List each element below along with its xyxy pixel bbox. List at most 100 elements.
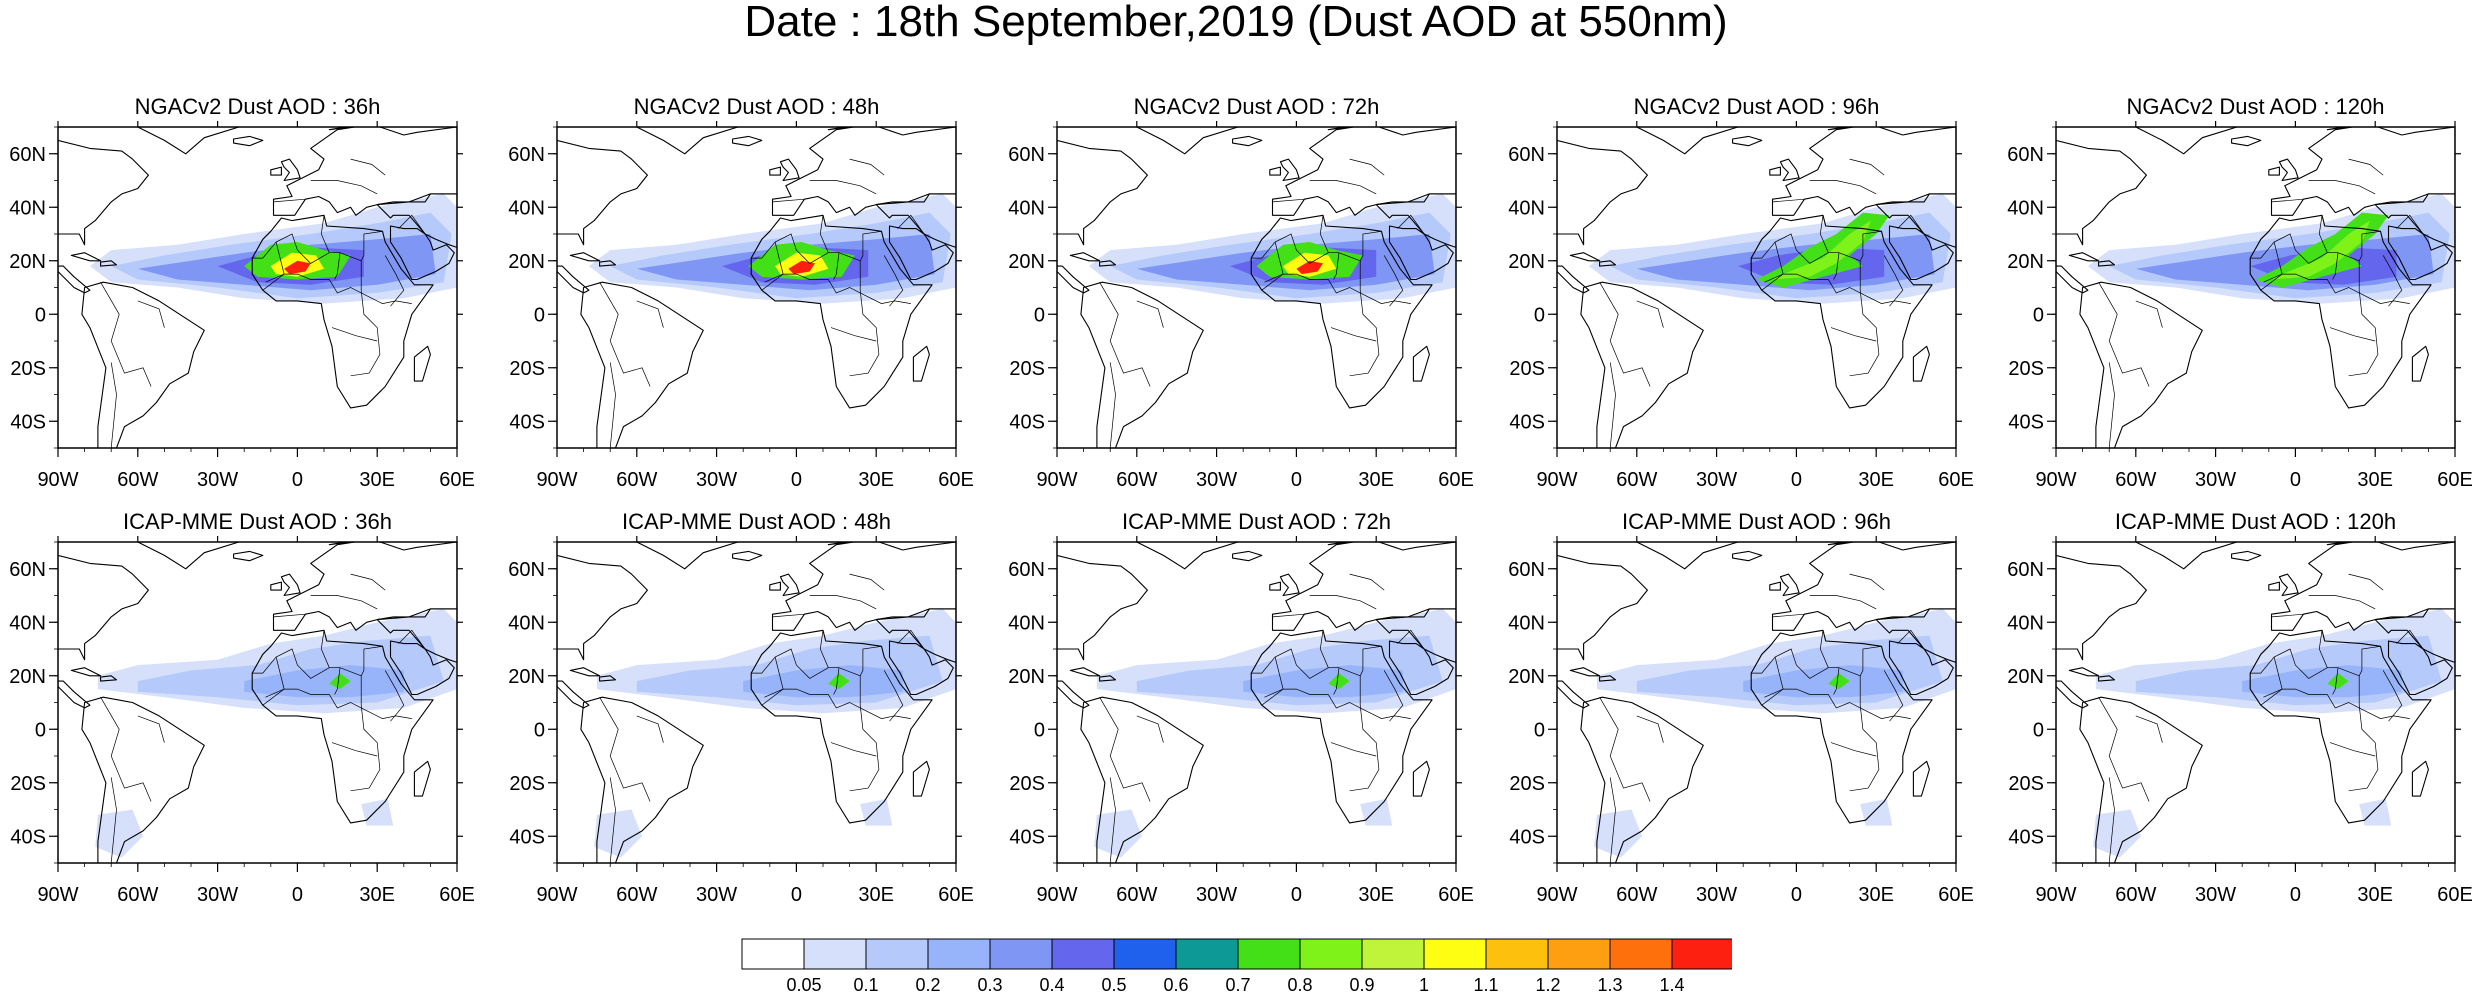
country-border <box>1772 198 1805 203</box>
coastline-southAmerica <box>1580 281 1704 448</box>
coastline-hispaniola <box>1099 260 1117 267</box>
coastline-africa <box>750 629 933 824</box>
country-border <box>2329 742 2376 757</box>
panel-title: NGACv2 Dust AOD : 96h <box>1634 94 1880 119</box>
coastline-greenland <box>1136 127 1239 155</box>
lon-tick-label: 30W <box>696 884 737 906</box>
colorbar-swatch <box>1299 938 1363 970</box>
coastline-cuba <box>70 667 102 677</box>
lon-tick-label: 0 <box>2290 884 2301 906</box>
coastline-asia <box>2374 193 2455 248</box>
coastline-madagascar <box>1912 760 1930 797</box>
lon-tick-label: 30E <box>1358 884 1394 906</box>
lon-tick-label: 60E <box>1438 884 1474 906</box>
map-panel-icap-mme-120h: ICAP-MME Dust AOD : 120h 90W 60W 30W 0 30E 60E… <box>2007 509 2472 906</box>
coastline-cuba <box>1569 252 1601 262</box>
coastline-cuba <box>2068 252 2100 262</box>
country-border <box>1761 273 1911 304</box>
colorbar-swatch <box>927 938 991 970</box>
lon-tick-label: 30E <box>858 469 894 491</box>
lat-tick-label: 0 <box>534 719 545 741</box>
coastline-centralAm <box>58 265 91 294</box>
colorbar-label: 0.9 <box>1349 975 1374 995</box>
map-area <box>1557 127 1956 448</box>
lat-tick-label: 40N <box>1508 612 1545 634</box>
country-border <box>636 715 664 743</box>
coastline-madagascar <box>2411 345 2429 382</box>
lon-tick-label: 90W <box>1036 469 1077 491</box>
lat-tick-label: 20N <box>1008 666 1045 688</box>
coastline-hispaniola <box>2098 675 2116 682</box>
country-border <box>1764 656 1784 698</box>
coastline-iceland <box>233 550 264 562</box>
coastline-africa <box>1750 629 1933 824</box>
coastline-svalbard <box>1327 542 1351 546</box>
dust-aod-contour <box>594 809 643 858</box>
coastline-northAmerica <box>1057 139 1148 246</box>
coastline-cuba <box>70 252 102 262</box>
colorbar-label: 0.2 <box>915 975 940 995</box>
coastline-africa <box>1250 629 1433 824</box>
coastline-africa <box>1250 214 1433 409</box>
coastline-arabia <box>1888 225 1954 281</box>
map-panel-ngacv2-48h: NGACv2 Dust AOD : 48h 90W 60W 30W 0 30E 60E 60N… <box>508 94 974 491</box>
colorbar-label: 0.8 <box>1287 975 1312 995</box>
country-border <box>883 670 904 722</box>
country-border <box>764 656 784 698</box>
lon-tick-label: 30E <box>359 884 395 906</box>
country-border <box>1109 362 1116 448</box>
country-border <box>2318 215 2328 253</box>
lat-tick-label: 60N <box>9 559 46 581</box>
country-border <box>897 629 925 650</box>
lon-tick-label: 60E <box>1938 469 1974 491</box>
lon-tick-label: 60E <box>439 884 475 906</box>
country-border <box>1761 688 1911 719</box>
coastline-hispaniola <box>599 675 617 682</box>
country-border <box>398 629 426 650</box>
lon-tick-label: 60W <box>117 469 158 491</box>
lon-tick-label: 30E <box>2357 884 2393 906</box>
country-border <box>1319 630 1329 668</box>
lat-tick-label: 40S <box>1509 411 1545 433</box>
map-panel-ngacv2-120h: NGACv2 Dust AOD : 120h 90W 60W 30W 0 30E 60E 60… <box>2007 94 2472 491</box>
coastline-northAmerica <box>1557 139 1648 246</box>
coastline-iceland <box>1732 135 1763 147</box>
lon-tick-label: 30W <box>1696 469 1737 491</box>
country-border <box>1636 300 1664 328</box>
panel-title: ICAP-MME Dust AOD : 96h <box>1622 509 1891 534</box>
country-border <box>2382 255 2403 307</box>
map-area <box>1557 542 1956 863</box>
coastline-africa <box>251 629 434 824</box>
lat-tick-label: 0 <box>1534 719 1545 741</box>
coastline-britain <box>1779 158 1800 182</box>
coastline-southAmerica <box>2079 281 2203 448</box>
lon-tick-label: 0 <box>292 469 303 491</box>
colorbar-swatch <box>1671 938 1735 970</box>
lat-tick-label: 20S <box>1509 358 1545 380</box>
coastline-iceland <box>233 135 264 147</box>
dust-aod-contour <box>284 260 311 275</box>
dust-aod-contour <box>1828 673 1850 690</box>
dust-aod-contour <box>2093 809 2142 858</box>
lat-tick-label: 0 <box>2033 304 2044 326</box>
country-border <box>809 180 877 195</box>
coastline-greenland <box>137 542 240 570</box>
lat-tick-label: 0 <box>35 304 46 326</box>
country-border <box>609 777 616 863</box>
coastline-madagascar <box>912 760 930 797</box>
coastline-cuba <box>2068 667 2100 677</box>
map-area <box>1057 542 1456 863</box>
country-border <box>830 327 877 342</box>
coastline-asia <box>1375 193 1456 248</box>
country-border <box>2260 688 2410 719</box>
coastline-madagascar <box>413 760 431 797</box>
coastline-europe <box>1771 127 1956 216</box>
country-border <box>2108 362 2115 448</box>
coastline-asia <box>875 608 956 663</box>
lat-tick-label: 40N <box>2007 197 2044 219</box>
country-border <box>1830 327 1877 342</box>
country-border <box>252 645 383 679</box>
country-border <box>1264 656 1284 698</box>
coastline-europe <box>2270 542 2455 631</box>
map-area <box>557 542 956 863</box>
